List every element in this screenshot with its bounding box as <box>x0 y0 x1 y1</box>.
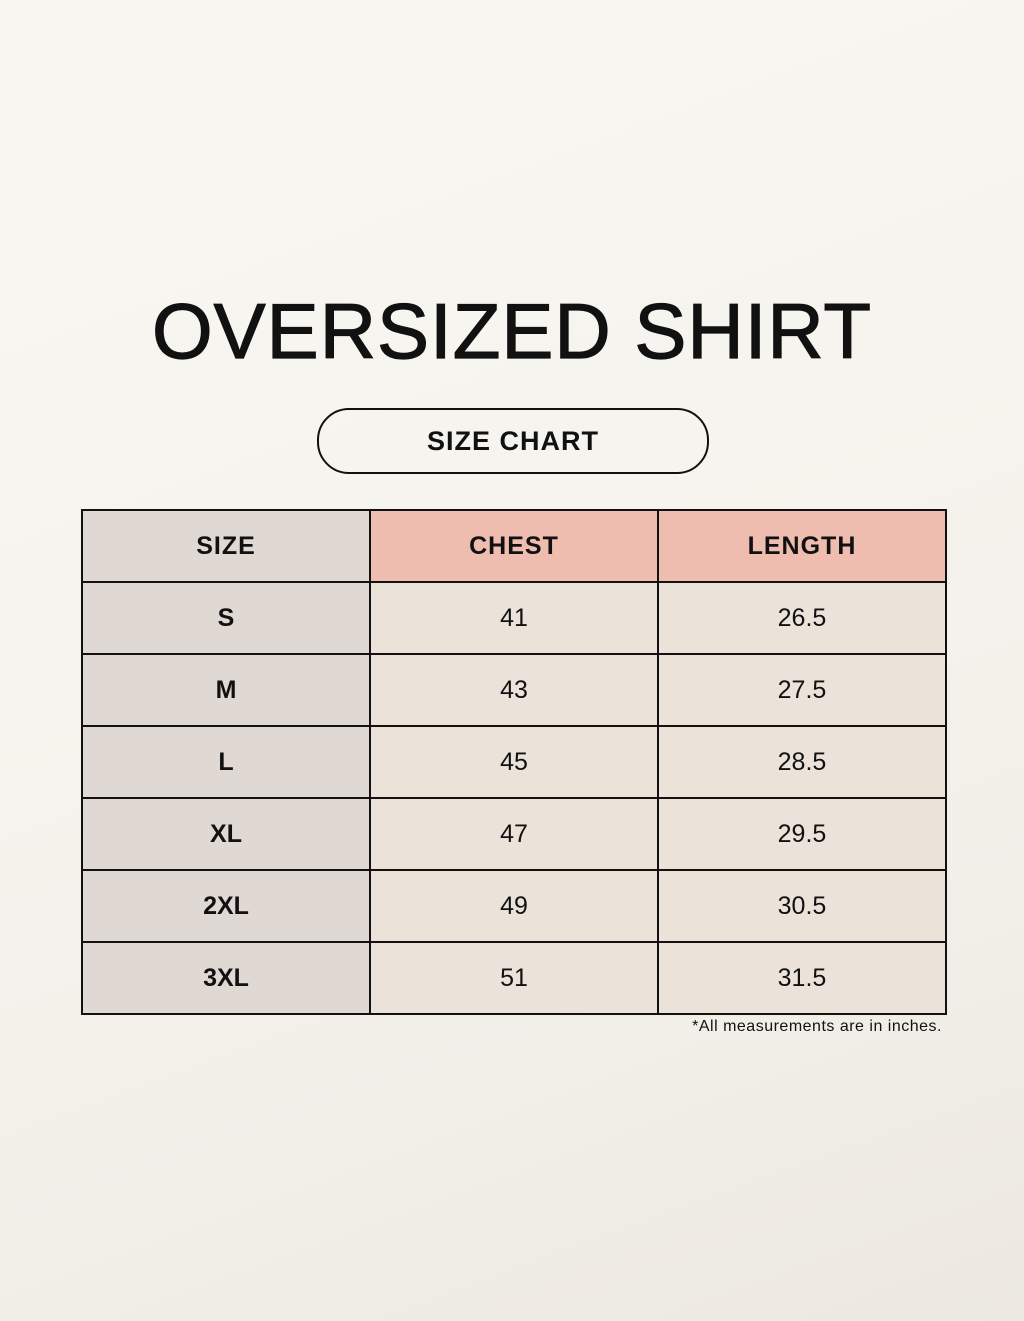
size-table: SIZE CHEST LENGTH S 41 26.5 M 43 27.5 L 45 28.5 X… <box>81 509 947 1015</box>
length-cell: 29.5 <box>657 797 947 871</box>
table-row: L 45 28.5 <box>81 725 947 799</box>
chest-cell: 45 <box>369 725 659 799</box>
size-cell: L <box>81 725 371 799</box>
page-title: OVERSIZED SHIRT <box>151 286 872 375</box>
table-row: 2XL 49 30.5 <box>81 869 947 943</box>
size-cell: S <box>81 581 371 655</box>
size-cell: XL <box>81 797 371 871</box>
length-cell: 30.5 <box>657 869 947 943</box>
length-cell: 28.5 <box>657 725 947 799</box>
chest-cell: 47 <box>369 797 659 871</box>
table-row: 3XL 51 31.5 <box>81 941 947 1015</box>
chest-cell: 51 <box>369 941 659 1015</box>
table-header-row: SIZE CHEST LENGTH <box>81 509 947 583</box>
chest-cell: 43 <box>369 653 659 727</box>
header-chest: CHEST <box>369 509 659 583</box>
size-cell: 2XL <box>81 869 371 943</box>
table-row: M 43 27.5 <box>81 653 947 727</box>
chest-cell: 41 <box>369 581 659 655</box>
length-cell: 27.5 <box>657 653 947 727</box>
table-row: XL 47 29.5 <box>81 797 947 871</box>
footnote: *All measurements are in inches. <box>692 1018 942 1035</box>
chest-cell: 49 <box>369 869 659 943</box>
table-row: S 41 26.5 <box>81 581 947 655</box>
length-cell: 31.5 <box>657 941 947 1015</box>
size-cell: M <box>81 653 371 727</box>
size-chart-badge: SIZE CHART <box>317 408 709 474</box>
size-chart-label: SIZE CHART <box>427 425 599 456</box>
length-cell: 26.5 <box>657 581 947 655</box>
header-size: SIZE <box>81 509 371 583</box>
header-length: LENGTH <box>657 509 947 583</box>
size-cell: 3XL <box>81 941 371 1015</box>
